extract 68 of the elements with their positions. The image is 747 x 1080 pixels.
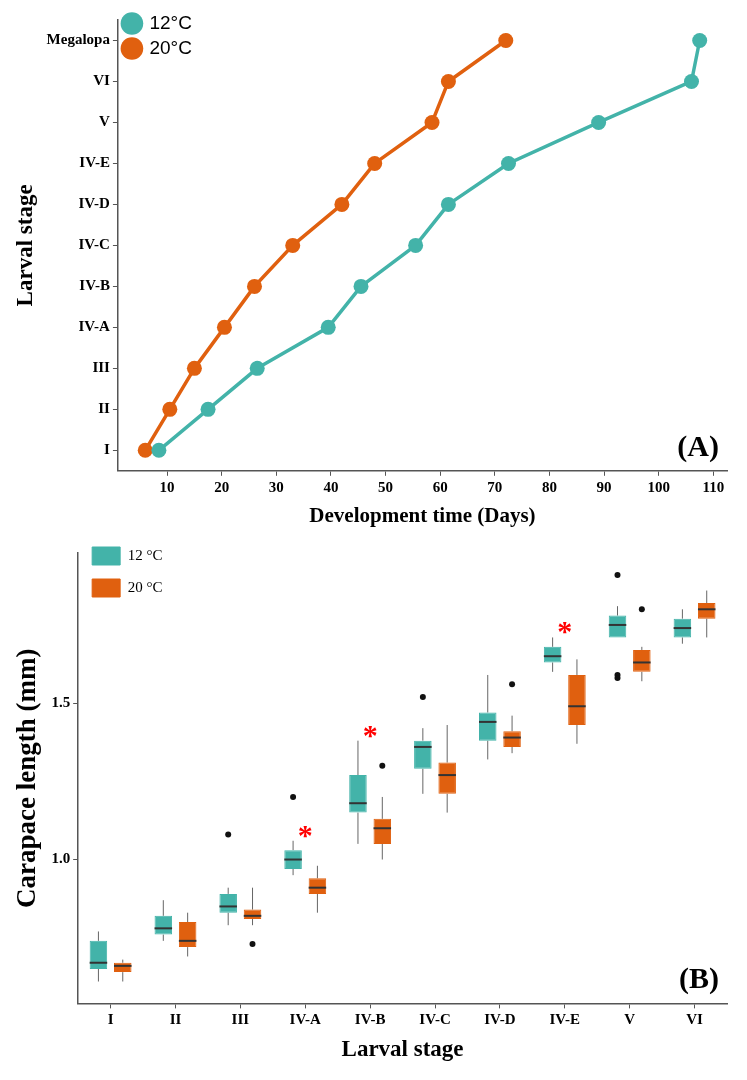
- point: [591, 114, 607, 130]
- y-tick-label: II: [98, 400, 111, 417]
- y-tick-label: IV-D: [78, 195, 111, 212]
- y-axis-title: Larval stage: [11, 184, 37, 307]
- point: [151, 442, 167, 458]
- x-tick-label: 20: [214, 478, 230, 495]
- y-tick-label: IV-E: [79, 154, 110, 171]
- y-tick-label: 1.5: [51, 694, 71, 711]
- point: [320, 319, 336, 335]
- point: [683, 73, 699, 89]
- x-tick-label: III: [231, 1011, 250, 1028]
- x-tick-label: IV-A: [289, 1011, 322, 1028]
- point: [692, 32, 708, 48]
- x-tick-label: 70: [487, 478, 503, 495]
- point: [440, 196, 456, 212]
- x-tick-label: 40: [323, 478, 339, 495]
- x-axis-title: Larval stage: [341, 1036, 464, 1062]
- point: [216, 319, 232, 335]
- x-tick-label: V: [624, 1011, 636, 1028]
- legend-label: 12 °C: [127, 546, 163, 563]
- point: [200, 401, 216, 417]
- annotation: *: [297, 817, 313, 851]
- y-tick-label: V: [99, 113, 111, 130]
- point: [353, 278, 369, 294]
- point: [246, 278, 262, 294]
- annotation: (A): [677, 428, 719, 463]
- x-tick-label: 100: [647, 478, 670, 495]
- legend-label: 20 °C: [127, 578, 163, 595]
- annotation: (B): [679, 961, 719, 996]
- y-tick-label: III: [92, 359, 111, 376]
- point: [501, 155, 516, 171]
- point: [249, 360, 265, 376]
- annotation: *: [557, 614, 573, 648]
- x-tick-label: 30: [268, 478, 284, 495]
- x-tick-label: IV-D: [484, 1011, 516, 1028]
- point: [186, 360, 202, 376]
- x-tick-label: 60: [432, 478, 448, 495]
- x-tick-label: VI: [686, 1011, 704, 1028]
- point: [424, 114, 440, 130]
- x-tick-label: 50: [378, 478, 394, 495]
- y-tick-label: IV-C: [78, 236, 110, 253]
- y-tick-label: 1.0: [51, 850, 71, 867]
- x-tick-label: 10: [159, 478, 175, 495]
- point: [440, 73, 456, 89]
- legend-label: 20°C: [149, 36, 192, 58]
- y-tick-label: I: [104, 441, 111, 458]
- point: [162, 401, 178, 417]
- point: [334, 196, 350, 212]
- x-tick-label: IV-C: [419, 1011, 451, 1028]
- y-tick-label: IV-B: [79, 277, 110, 294]
- x-tick-label: 80: [541, 478, 557, 495]
- y-tick-label: IV-A: [78, 318, 111, 335]
- x-tick-label: IV-E: [549, 1011, 581, 1028]
- y-tick-label: VI: [93, 72, 111, 89]
- x-tick-label: 90: [596, 478, 612, 495]
- point: [285, 237, 301, 253]
- point: [408, 237, 424, 253]
- y-tick-label: Megalopa: [46, 31, 111, 48]
- annotation: *: [362, 717, 378, 751]
- y-axis-title: Carapace length (mm): [11, 648, 42, 908]
- x-tick-label: 110: [702, 478, 725, 495]
- x-tick-label: IV-B: [354, 1011, 386, 1028]
- x-tick-label: II: [169, 1011, 182, 1028]
- point: [367, 155, 383, 171]
- point: [498, 32, 514, 48]
- x-axis-title: Development time (Days): [309, 502, 536, 527]
- point: [137, 442, 153, 458]
- legend-label: 12°C: [149, 11, 192, 33]
